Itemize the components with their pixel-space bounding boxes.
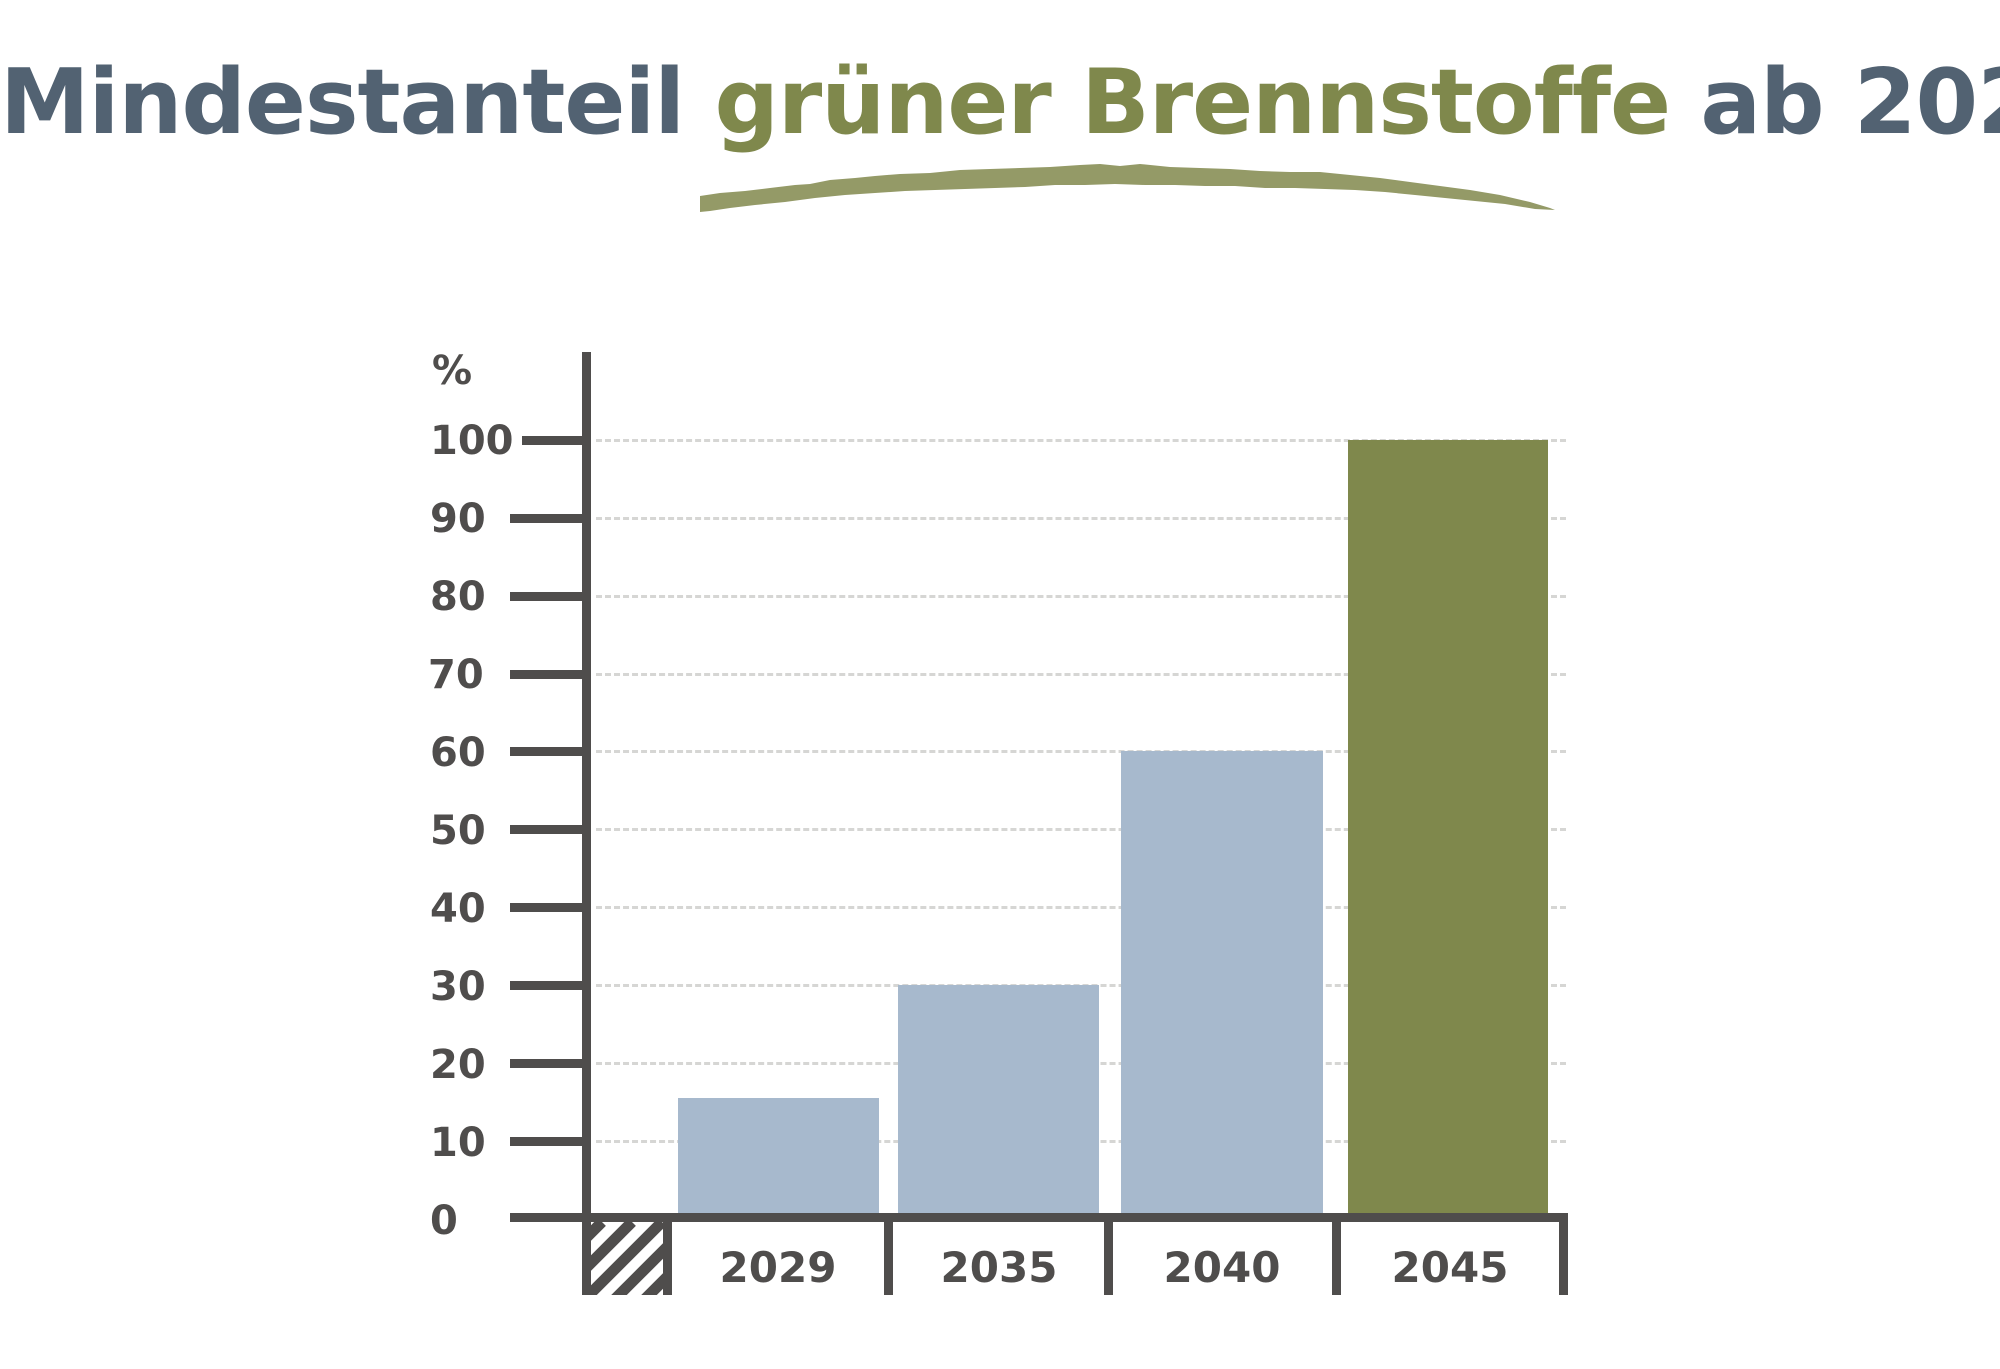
y-tick-40: [510, 903, 584, 912]
bar-2045: [1348, 440, 1548, 1213]
y-label-40: 40: [430, 886, 486, 932]
x-label-2029: 2029: [719, 1243, 837, 1292]
title-part-1: Mindestanteil: [0, 50, 715, 155]
y-label-30: 30: [430, 964, 486, 1010]
y-label-20: 20: [430, 1042, 486, 1088]
y-label-60: 60: [430, 730, 486, 776]
x-axis-line: [510, 1213, 1568, 1222]
y-tick-20: [510, 1059, 584, 1068]
hatched-origin-box-icon: [582, 1222, 672, 1295]
gridline-80: [596, 595, 1566, 598]
gridline-70: [596, 673, 1566, 676]
gridline-60: [596, 750, 1566, 753]
y-tick-70: [510, 670, 584, 679]
gridline-40: [596, 906, 1566, 909]
x-divider-2: [884, 1213, 893, 1295]
y-label-80: 80: [430, 574, 486, 620]
y-tick-90: [510, 514, 584, 523]
x-label-2040: 2040: [1163, 1243, 1281, 1292]
x-divider-3: [1104, 1213, 1113, 1295]
y-label-70: 70: [428, 652, 484, 698]
x-label-2045: 2045: [1391, 1243, 1509, 1292]
title-highlight: grüner Brennstoffe: [714, 50, 1671, 155]
bar-2029: [678, 1098, 879, 1213]
y-axis-line: [582, 352, 591, 1294]
title-part-3: ab 2029: [1700, 50, 2000, 155]
y-tick-50: [510, 825, 584, 834]
y-label-0: 0: [430, 1198, 458, 1244]
x-divider-5: [1559, 1213, 1568, 1295]
y-tick-100: [522, 436, 584, 445]
chart-title: Mindestanteil grüner Brennstoffe ab 2029: [0, 50, 2000, 155]
y-axis-unit-label: %: [432, 348, 473, 394]
gridline-90: [596, 517, 1566, 520]
y-label-50: 50: [430, 808, 486, 854]
gridline-100: [596, 439, 1566, 442]
y-label-100: 100: [430, 418, 514, 464]
bar-2035: [898, 985, 1099, 1213]
y-tick-10: [510, 1137, 584, 1146]
x-divider-4: [1332, 1213, 1341, 1295]
y-tick-30: [510, 981, 584, 990]
y-tick-80: [510, 592, 584, 601]
x-label-2035: 2035: [940, 1243, 1058, 1292]
brush-underline-icon: [700, 164, 1555, 212]
y-label-10: 10: [430, 1120, 486, 1166]
y-tick-60: [510, 747, 584, 756]
bar-2040: [1121, 751, 1323, 1213]
y-label-90: 90: [430, 496, 486, 542]
gridline-50: [596, 828, 1566, 831]
